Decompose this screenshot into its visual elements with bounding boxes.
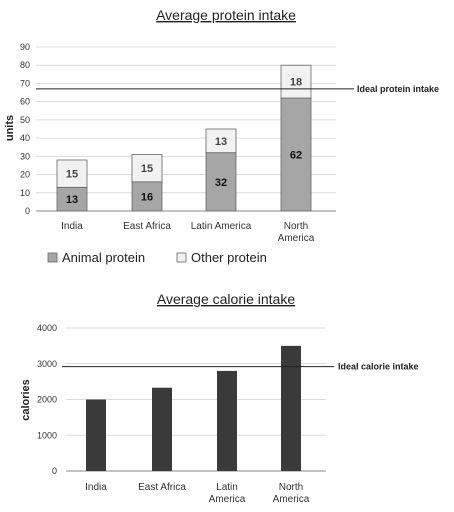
legend-swatch xyxy=(47,252,58,263)
bar xyxy=(217,370,237,471)
reference-line-label: Ideal calorie intake xyxy=(338,362,419,372)
legend: Animal protein Other protein xyxy=(47,250,267,265)
x-categories: India East Africa Latin America North Americ… xyxy=(61,221,315,244)
calorie-chart: Average calorie intake 0 1000 2000 3000 4000… xyxy=(20,291,419,505)
reference-line: Ideal protein intake xyxy=(36,84,439,94)
x-tick-label: Latin America xyxy=(191,221,252,232)
legend-label: Other protein xyxy=(191,250,267,265)
y-tick-label: 0 xyxy=(25,206,30,216)
y-tick-label: 20 xyxy=(20,170,30,180)
x-tick-label: Latin America xyxy=(209,482,246,505)
y-tick-label: 2000 xyxy=(37,395,57,405)
bar xyxy=(86,399,106,471)
reference-line-label: Ideal protein intake xyxy=(357,84,439,94)
y-axis-label: calories xyxy=(20,379,32,421)
bar-segment xyxy=(131,154,163,183)
y-axis-label: units xyxy=(4,115,16,141)
reference-line: Ideal calorie intake xyxy=(62,362,419,372)
y-tick-label: 40 xyxy=(20,133,30,143)
y-tick-label: 50 xyxy=(20,115,30,125)
x-tick-label: India xyxy=(85,482,107,493)
y-tick-label: 0 xyxy=(52,466,57,476)
y-ticks: 0 10 20 30 40 50 60 70 80 90 xyxy=(20,42,30,216)
data-label: 62 xyxy=(290,150,302,162)
x-tick-label: North America xyxy=(278,221,315,244)
y-tick-label: 90 xyxy=(20,42,30,52)
bar xyxy=(152,387,172,471)
chart-title: Average calorie intake xyxy=(157,291,295,307)
legend-label: Animal protein xyxy=(62,250,145,265)
y-tick-label: 3000 xyxy=(37,359,57,369)
y-tick-label: 70 xyxy=(20,78,30,88)
bars: 13 15 16 15 32 13 62 18 xyxy=(56,64,312,212)
bar-segment xyxy=(280,64,312,99)
x-categories: India East Africa Latin America North America xyxy=(85,482,310,505)
y-tick-label: 1000 xyxy=(37,430,57,440)
x-tick-label: India xyxy=(61,221,83,232)
y-tick-label: 60 xyxy=(20,97,30,107)
bar xyxy=(281,345,301,471)
data-label: 13 xyxy=(66,194,78,206)
data-label: 15 xyxy=(141,163,153,175)
y-ticks: 0 1000 2000 3000 4000 xyxy=(37,323,57,476)
x-tick-label: East Africa xyxy=(138,482,186,493)
data-label: 13 xyxy=(215,136,227,148)
data-label: 18 xyxy=(290,77,302,89)
y-tick-label: 4000 xyxy=(37,323,57,333)
y-tick-label: 80 xyxy=(20,60,30,70)
bars xyxy=(86,345,301,471)
y-tick-label: 10 xyxy=(20,188,30,198)
protein-chart: Average protein intake 0 10 20 30 40 50 60 70 80… xyxy=(4,7,439,265)
bar-segment xyxy=(56,159,88,188)
y-tick-label: 30 xyxy=(20,151,30,161)
x-tick-label: East Africa xyxy=(123,221,171,232)
x-tick-label: North America xyxy=(273,482,310,505)
bar-segment xyxy=(280,97,312,212)
data-label: 16 xyxy=(141,191,153,203)
bar-segment xyxy=(205,128,237,154)
chart-title: Average protein intake xyxy=(156,7,296,23)
legend-swatch xyxy=(176,252,187,263)
data-label: 15 xyxy=(66,169,78,181)
data-label: 32 xyxy=(215,177,227,189)
